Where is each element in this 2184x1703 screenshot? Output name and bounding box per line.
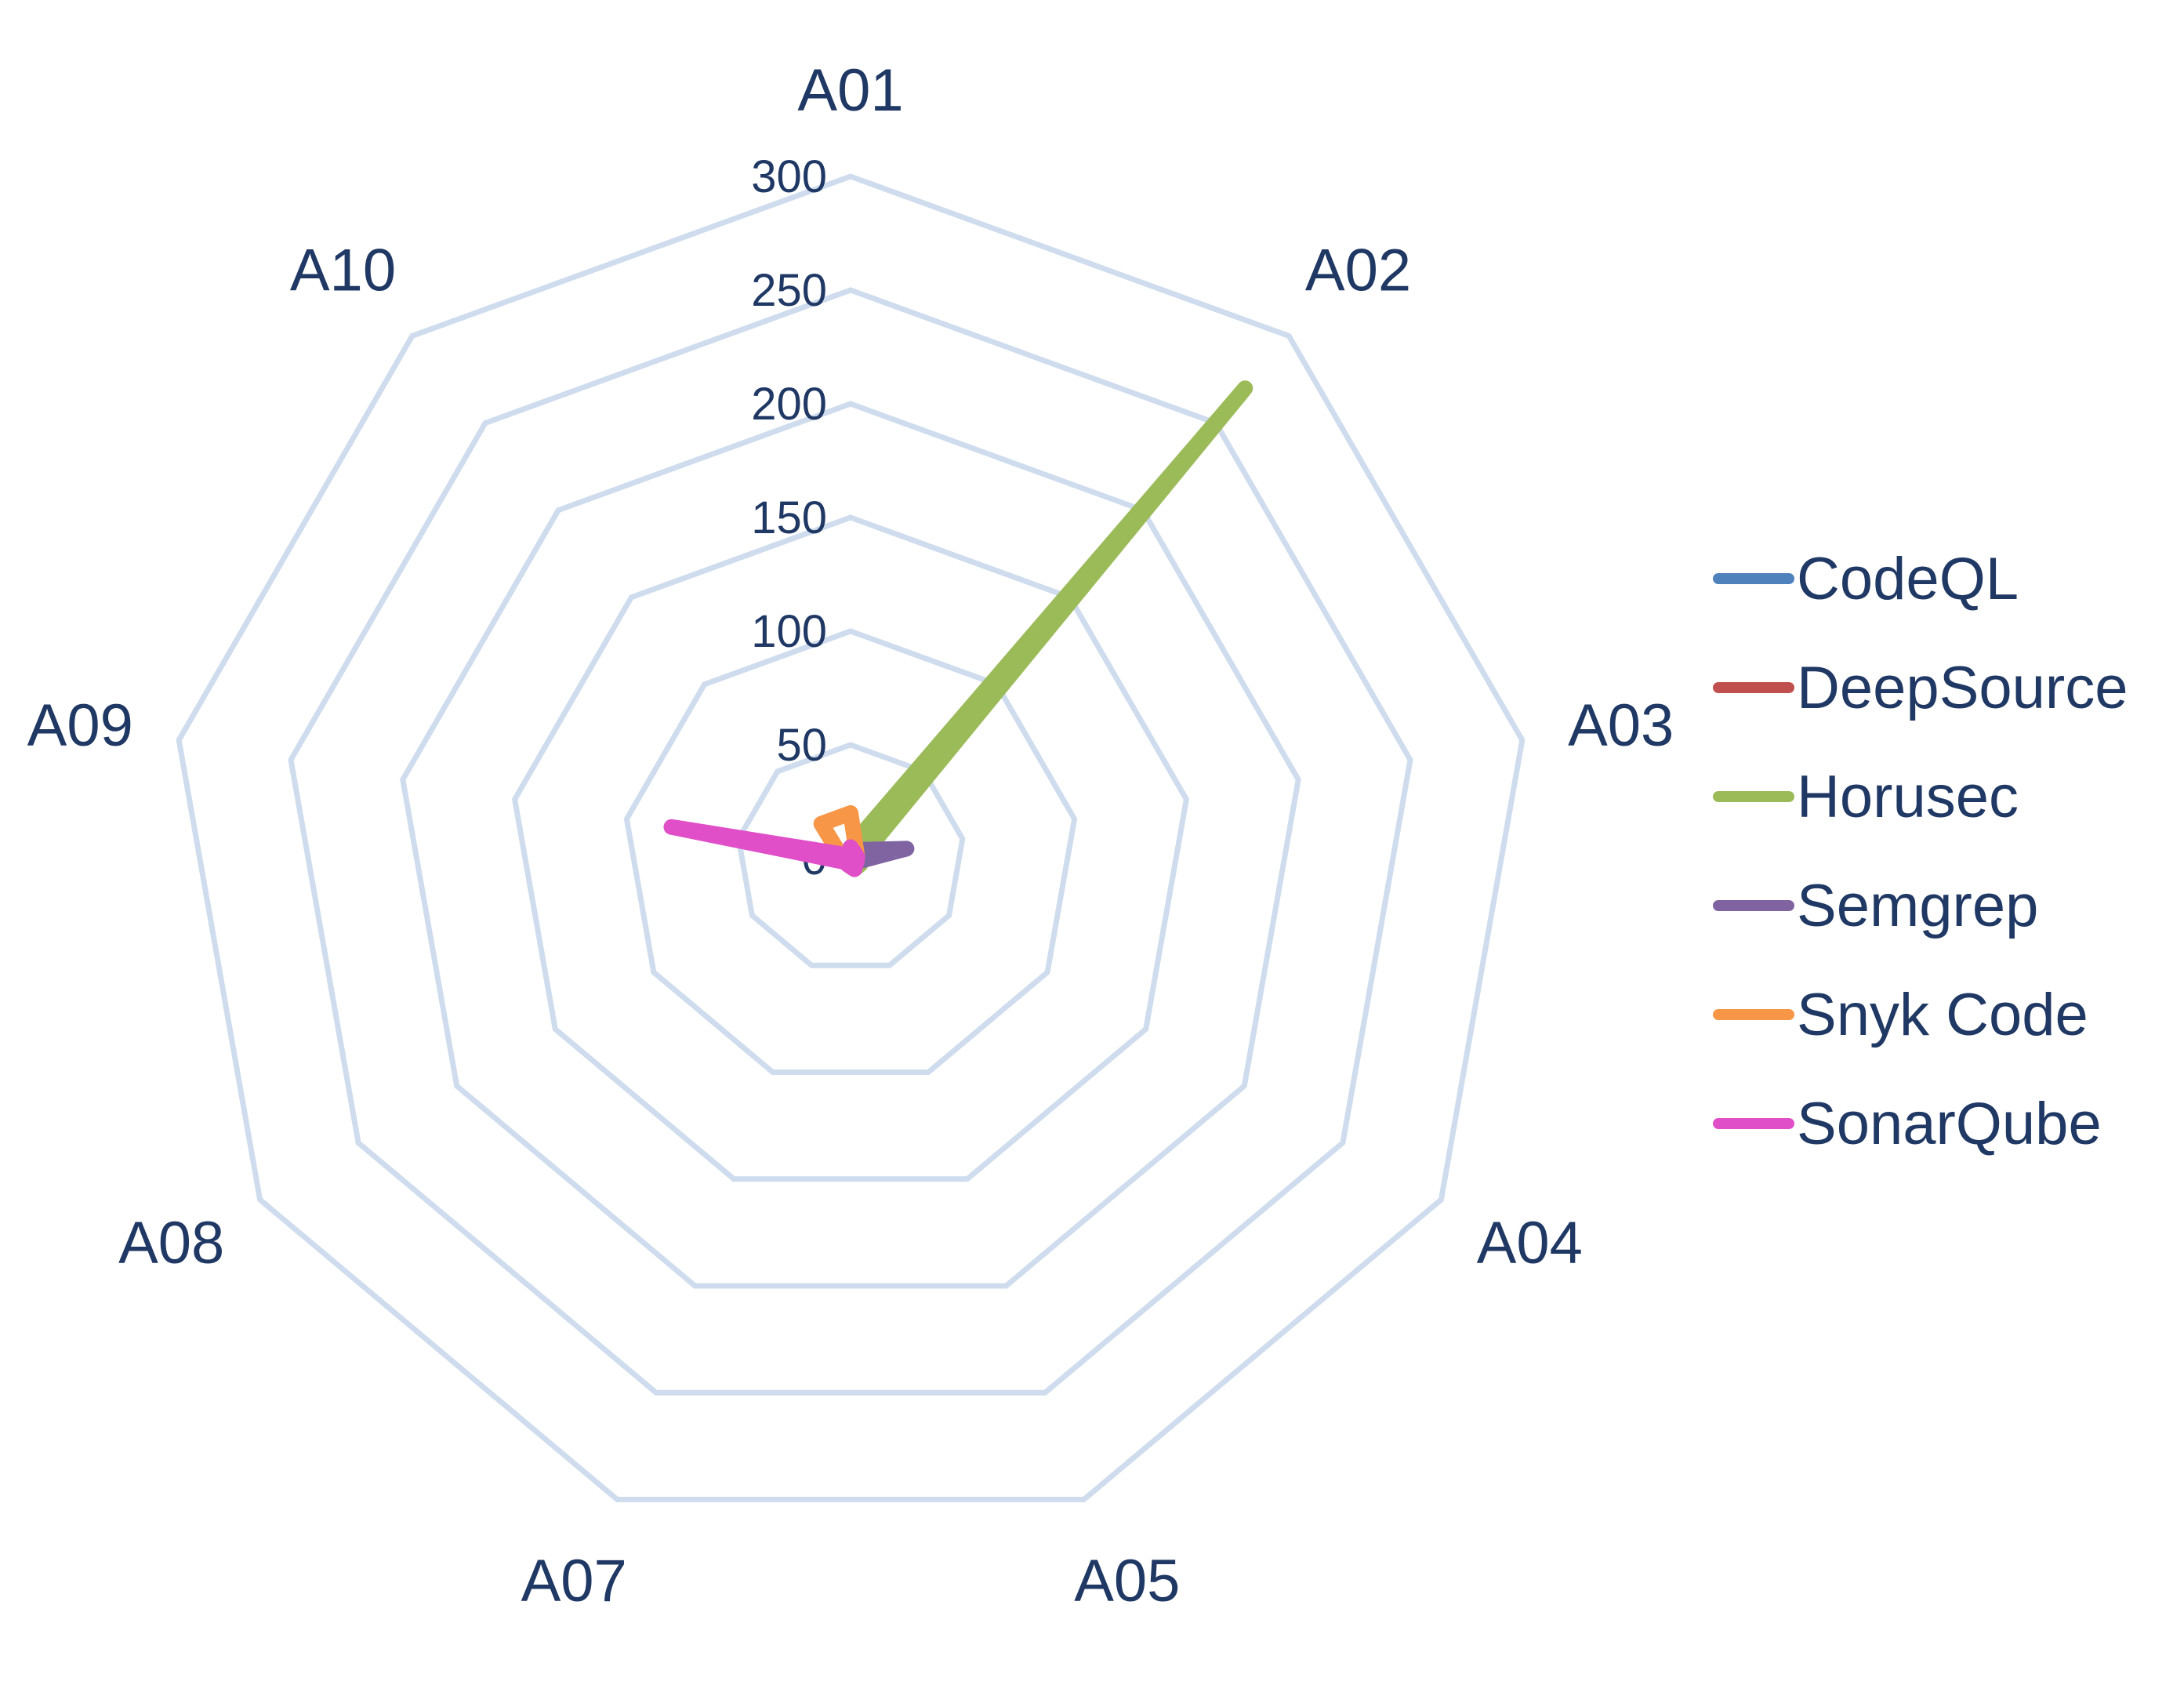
tick-label: 200 bbox=[751, 379, 827, 430]
legend-label: Snyk Code bbox=[1797, 982, 2088, 1048]
grid-ring-50 bbox=[735, 742, 966, 968]
legend-label: SonarQube bbox=[1797, 1091, 2102, 1157]
category-label: A08 bbox=[118, 1210, 224, 1276]
grid-ring-300 bbox=[176, 173, 1526, 1502]
category-label: A01 bbox=[797, 57, 903, 124]
tick-label: 50 bbox=[776, 720, 827, 771]
grid-ring-200 bbox=[400, 401, 1301, 1289]
tick-label: 300 bbox=[751, 151, 827, 202]
category-label: A09 bbox=[27, 692, 133, 759]
legend-label: Horusec bbox=[1797, 764, 2019, 830]
category-label: A05 bbox=[1074, 1548, 1180, 1614]
legend: CodeQL DeepSource Horusec Semgrep Snyk Code S… bbox=[1713, 546, 2128, 1157]
category-label: A04 bbox=[1477, 1210, 1583, 1276]
category-label: A07 bbox=[521, 1548, 627, 1614]
legend-label: DeepSource bbox=[1797, 655, 2128, 721]
legend-label: CodeQL bbox=[1797, 546, 2019, 612]
category-labels: A01 A02 A03 A04 A05 A07 A08 A09 A10 bbox=[27, 57, 1674, 1614]
series-line-sonarqube bbox=[663, 819, 865, 877]
grid-ring-250 bbox=[288, 287, 1413, 1396]
grid-layer bbox=[176, 173, 1526, 1502]
category-label: A03 bbox=[1568, 692, 1674, 759]
legend-label: Semgrep bbox=[1797, 873, 2038, 939]
tick-label: 150 bbox=[751, 492, 827, 543]
series-layer bbox=[663, 380, 1253, 877]
grid-ring-150 bbox=[511, 514, 1190, 1182]
tick-label: 100 bbox=[751, 606, 827, 657]
tick-label: 250 bbox=[751, 265, 827, 316]
category-label: A02 bbox=[1305, 237, 1411, 303]
category-label: A10 bbox=[290, 237, 396, 303]
grid-ring-100 bbox=[623, 628, 1078, 1075]
